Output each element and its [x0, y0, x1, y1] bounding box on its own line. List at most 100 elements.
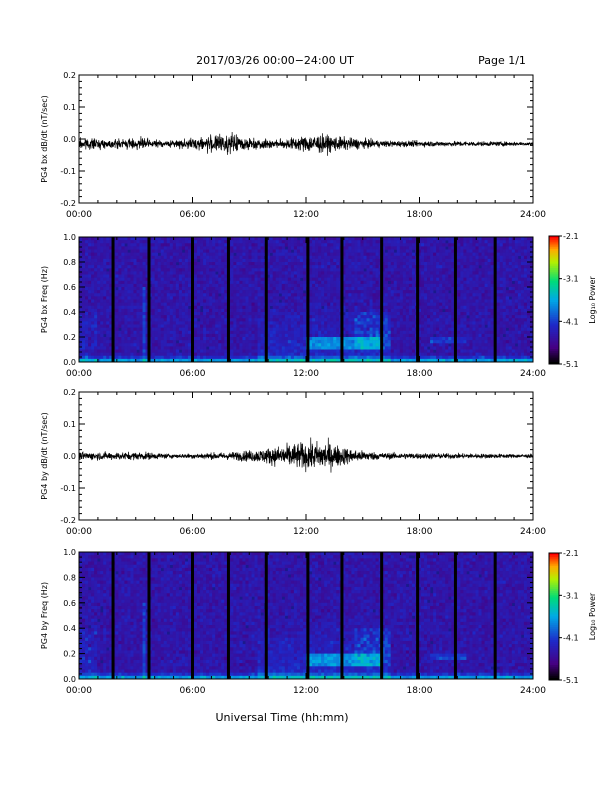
bx-spect-cell	[372, 308, 376, 313]
bx-spect-cell	[399, 349, 404, 353]
bx-spect-cell	[330, 355, 334, 360]
bx-spect-cell	[142, 258, 146, 263]
bx-spect-cell	[181, 302, 186, 307]
bx-spect-cell	[200, 246, 204, 250]
bx-spect-cell	[315, 308, 319, 313]
bx-spect-cell	[88, 358, 92, 363]
bx-spect-cell	[239, 349, 243, 353]
bx-spect-cell	[293, 333, 298, 338]
bx-spect-cell	[178, 258, 183, 263]
bx-spect-cell	[233, 333, 237, 338]
bx-spect-cell	[448, 240, 452, 244]
bx-spect-cell	[360, 237, 364, 241]
bx-spect-cell	[100, 237, 104, 241]
bx-spect-cell	[381, 302, 385, 307]
bx-spect-cell	[290, 302, 295, 307]
bx-spect-cell	[269, 358, 274, 363]
bx-spect-cell	[417, 255, 422, 260]
bx-spect-cell	[357, 243, 361, 247]
bx-spect-cell	[375, 355, 379, 360]
bx-spect-cell	[405, 246, 410, 250]
bx-spect-cell	[127, 243, 131, 247]
bx-spect-cell	[94, 274, 98, 278]
bx-spect-cell	[115, 321, 119, 325]
bx-spect-cell	[387, 349, 392, 353]
bx-spect-cell	[399, 321, 404, 325]
bx-spect-cell	[206, 296, 210, 300]
bx-spect-cell	[312, 255, 316, 260]
bx-spect-cell	[187, 265, 192, 269]
bx-spect-cell	[169, 262, 174, 266]
bx-spect-cell	[85, 321, 89, 325]
bx-spect-cell	[278, 346, 283, 350]
bx-spect-cell	[139, 252, 143, 257]
bx-spect-cell	[396, 258, 401, 263]
bx-spect-cell	[424, 262, 428, 266]
bx-spect-cell	[160, 299, 165, 303]
bx-spect-cell	[348, 302, 352, 307]
bx-spect-cell	[284, 255, 289, 260]
bx-spect-cell	[88, 255, 92, 260]
bx-spect-cell	[257, 308, 261, 313]
bx-spect-cell	[254, 346, 258, 350]
bx-spect-cell	[118, 318, 122, 322]
bx-spect-cell	[393, 358, 398, 363]
bx-spect-cell	[278, 358, 283, 363]
bx-spect-cell	[109, 277, 113, 282]
bx-spect-cell	[275, 262, 280, 266]
bx-spect-cell	[384, 290, 389, 294]
bx-spect-cell	[369, 349, 373, 353]
bx-spect-cell	[248, 249, 252, 253]
bx-spect-cell	[284, 293, 289, 297]
bx-spect-cell	[157, 268, 162, 272]
bx-spect-cell	[233, 355, 237, 360]
bx-spect-cell	[124, 299, 128, 303]
bx-spect-cell	[318, 302, 322, 307]
bx-spect-cell	[318, 274, 322, 278]
bx-spect-cell	[330, 271, 334, 275]
bx-spect-cell	[312, 343, 316, 347]
bx-spect-cell	[82, 252, 86, 257]
bx-spect-cell	[424, 237, 428, 241]
bx-spect-cell	[433, 358, 437, 363]
bx-spect-cell	[215, 343, 219, 347]
bx-spect-cell	[230, 265, 234, 269]
bx-spect-cell	[284, 349, 289, 353]
bx-spect-cell	[411, 240, 416, 244]
bx-spect-cell	[233, 246, 237, 250]
bx-spect-cell	[330, 343, 334, 347]
bx-spect-cell	[103, 283, 107, 288]
bx-spect-cell	[121, 355, 125, 360]
bx-spect-cell	[224, 296, 228, 300]
bx-spect-cell	[212, 290, 216, 294]
bx-spect-cell	[357, 283, 361, 288]
bx-spect-cell	[181, 252, 186, 257]
bx-spect-cell	[421, 312, 425, 316]
bx-spect-cell	[366, 308, 370, 313]
bx-spect-cell	[184, 293, 189, 297]
bx-spect-cell	[115, 274, 119, 278]
bx-spect-cell	[278, 246, 283, 250]
bx-spect-cell	[366, 246, 370, 250]
bx-spect-cell	[115, 349, 119, 353]
bx-spect-cell	[293, 240, 298, 244]
bx-spect-cell	[399, 333, 404, 338]
bx-spect-cell	[421, 318, 425, 322]
bx-spect-cell	[115, 240, 119, 244]
bx-spect-cell	[436, 246, 440, 250]
bx-spect-cell	[251, 274, 255, 278]
bx-spect-cell	[124, 340, 128, 344]
bx-spect-cell	[106, 355, 110, 360]
bx-spect-cell	[151, 277, 155, 282]
bx-spect-cell	[215, 249, 219, 253]
bx-spect-cell	[215, 327, 219, 332]
bx-spect-cell	[421, 258, 425, 263]
bx-spect-cell	[396, 293, 401, 297]
bx-spect-cell	[345, 327, 349, 332]
bx-spect-cell	[299, 268, 304, 272]
bx-spect-cell	[281, 315, 286, 319]
bx-spect-cell	[175, 287, 180, 291]
bx-spect-cell	[115, 296, 119, 300]
bx-spect-cell	[187, 318, 192, 322]
bx-spect-cell	[315, 280, 319, 285]
